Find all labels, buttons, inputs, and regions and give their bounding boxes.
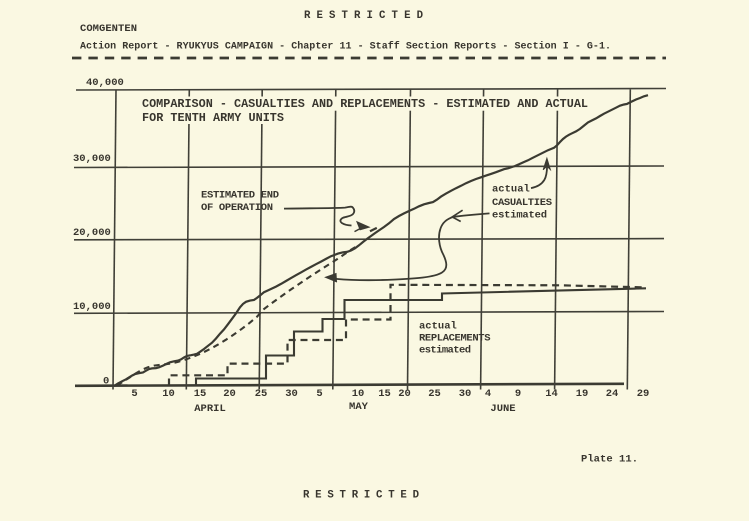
svg-text:40,000: 40,000: [86, 77, 124, 89]
svg-text:COMPARISON - CASUALTIES AND RE: COMPARISON - CASUALTIES AND REPLACEMENTS…: [142, 97, 588, 111]
svg-text:10: 10: [352, 388, 365, 400]
svg-text:24: 24: [606, 388, 619, 400]
svg-text:14: 14: [545, 388, 558, 400]
svg-text:OF OPERATION: OF OPERATION: [201, 202, 273, 214]
svg-text:APRIL: APRIL: [194, 403, 226, 415]
svg-text:20,000: 20,000: [73, 227, 111, 239]
svg-text:19: 19: [576, 388, 589, 400]
svg-text:10: 10: [162, 388, 175, 400]
svg-text:estimated: estimated: [419, 345, 471, 357]
svg-text:9: 9: [515, 388, 521, 400]
svg-text:10,000: 10,000: [73, 301, 111, 313]
svg-text:0: 0: [103, 376, 109, 388]
svg-text:R E S T R I C T E D: R E S T R I C T E D: [304, 10, 423, 22]
svg-text:REPLACEMENTS: REPLACEMENTS: [419, 333, 491, 345]
svg-text:15: 15: [378, 388, 391, 400]
svg-text:25: 25: [255, 388, 268, 400]
svg-text:FOR TENTH ARMY UNITS: FOR TENTH ARMY UNITS: [142, 111, 284, 125]
svg-text:Action Report - RYUKYUS CAMPAI: Action Report - RYUKYUS CAMPAIGN - Chapt…: [80, 41, 611, 53]
svg-text:MAY: MAY: [349, 401, 369, 413]
svg-text:15: 15: [194, 388, 207, 400]
svg-text:estimated: estimated: [492, 210, 547, 222]
svg-text:5: 5: [131, 388, 137, 400]
svg-text:CASUALTIES: CASUALTIES: [492, 197, 552, 209]
svg-text:25: 25: [428, 388, 441, 400]
svg-text:4: 4: [485, 388, 491, 400]
svg-text:Plate 11.: Plate 11.: [581, 454, 638, 466]
svg-text:actual: actual: [492, 184, 530, 196]
svg-text:ESTIMATED END: ESTIMATED END: [201, 190, 279, 202]
svg-text:30: 30: [459, 388, 472, 400]
svg-text:29: 29: [637, 388, 650, 400]
svg-text:30,000: 30,000: [73, 153, 111, 165]
svg-text:R E S T R I C T E D: R E S T R I C T E D: [303, 490, 419, 502]
svg-text:20: 20: [223, 388, 236, 400]
svg-text:actual: actual: [419, 321, 457, 333]
svg-text:COMGENTEN: COMGENTEN: [80, 23, 137, 35]
svg-text:20: 20: [398, 388, 411, 400]
svg-text:5: 5: [316, 388, 322, 400]
svg-text:30: 30: [285, 388, 298, 400]
svg-text:JUNE: JUNE: [490, 403, 515, 415]
